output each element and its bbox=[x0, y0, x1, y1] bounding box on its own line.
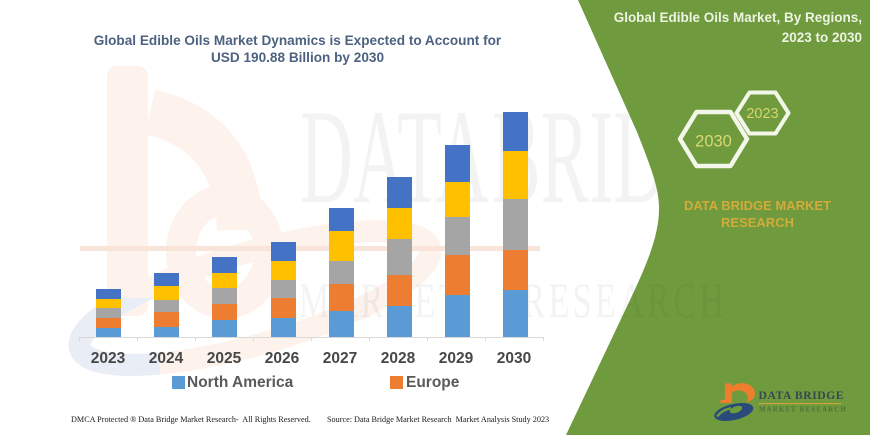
svg-text:DATA BRIDGE: DATA BRIDGE bbox=[759, 389, 845, 402]
svg-text:2030: 2030 bbox=[695, 133, 732, 151]
svg-text:MARKET RESEARCH: MARKET RESEARCH bbox=[759, 407, 847, 414]
svg-text:2023: 2023 bbox=[746, 106, 778, 122]
